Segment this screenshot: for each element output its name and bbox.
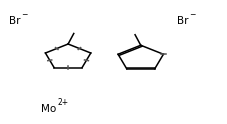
Text: −: − (189, 10, 195, 19)
Text: Br: Br (9, 16, 21, 26)
Text: 2+: 2+ (57, 98, 68, 107)
Text: Br: Br (177, 16, 189, 26)
Text: −: − (21, 10, 27, 19)
Text: Mo: Mo (41, 104, 56, 114)
